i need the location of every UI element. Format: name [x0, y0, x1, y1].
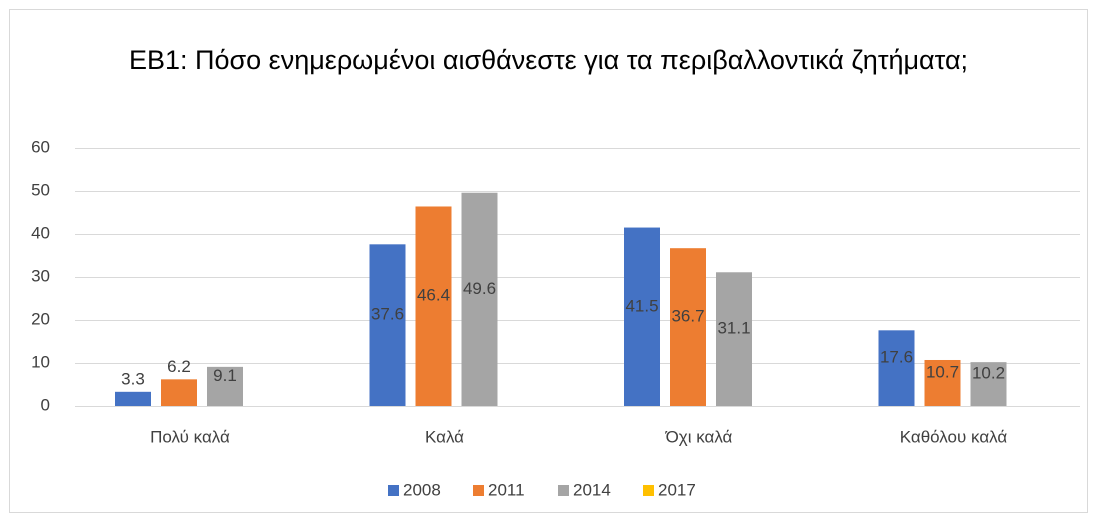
- chart-border: [9, 9, 1088, 513]
- bar: [369, 244, 406, 406]
- bar: [924, 359, 961, 406]
- data-label: 36.7: [671, 307, 704, 326]
- y-tick-label: 30: [31, 266, 50, 285]
- legend-label: 2017: [658, 480, 696, 499]
- bar: [415, 206, 452, 406]
- legend-swatch: [473, 485, 484, 496]
- bar: [115, 391, 151, 406]
- bar: [670, 248, 706, 406]
- data-label: 9.1: [213, 366, 237, 385]
- legend-swatch: [558, 485, 569, 496]
- data-label: 37.6: [371, 305, 404, 324]
- legend-label: 2014: [573, 480, 611, 499]
- legend-label: 2011: [488, 480, 525, 499]
- data-label: 46.4: [417, 286, 450, 305]
- x-tick-label: Καλά: [425, 427, 464, 446]
- y-tick-label: 20: [31, 309, 50, 328]
- bar: [461, 192, 498, 406]
- data-label: 6.2: [167, 357, 191, 376]
- bar: [207, 366, 243, 406]
- y-tick-label: 40: [31, 223, 50, 242]
- data-label: 49.6: [463, 279, 496, 298]
- bar: [970, 362, 1007, 406]
- y-tick-label: 0: [41, 395, 50, 414]
- bar: [624, 227, 660, 406]
- x-tick-label: Όχι καλά: [665, 427, 733, 446]
- data-label: 31.1: [717, 319, 750, 338]
- data-label: 10.7: [926, 362, 959, 381]
- y-tick-label: 60: [31, 137, 50, 156]
- x-tick-label: Πολύ καλά: [150, 427, 230, 446]
- chart-title: ΕΒ1: Πόσο ενημερωμένοι αισθάνεστε για τα…: [128, 45, 969, 75]
- legend-label: 2008: [403, 480, 441, 499]
- x-tick-label: Καθόλου καλά: [900, 427, 1008, 446]
- legend-swatch: [643, 485, 654, 496]
- bar: [878, 330, 915, 406]
- bar: [161, 379, 197, 406]
- data-label: 17.6: [880, 348, 913, 367]
- y-tick-label: 50: [31, 180, 50, 199]
- y-tick-label: 10: [31, 352, 50, 371]
- data-label: 10.2: [972, 364, 1005, 383]
- data-label: 41.5: [625, 296, 658, 315]
- bar: [716, 272, 752, 406]
- data-label: 3.3: [121, 369, 145, 388]
- legend-swatch: [388, 485, 399, 496]
